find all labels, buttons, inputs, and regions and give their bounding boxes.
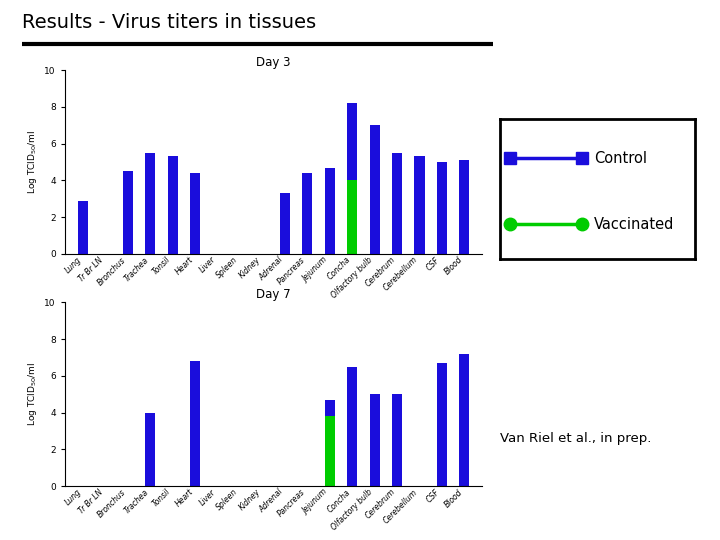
- Bar: [347, 103, 357, 254]
- Text: Control: Control: [594, 151, 647, 166]
- Bar: [78, 200, 88, 254]
- Bar: [437, 162, 447, 254]
- Y-axis label: Log TCID$_{50}$/ml: Log TCID$_{50}$/ml: [26, 362, 39, 427]
- Text: Van Riel et al., in prep.: Van Riel et al., in prep.: [500, 432, 652, 445]
- Title: Day 7: Day 7: [256, 288, 291, 301]
- Bar: [459, 160, 469, 254]
- Bar: [459, 354, 469, 486]
- Bar: [122, 171, 132, 254]
- Bar: [369, 125, 379, 254]
- Text: Vaccinated: Vaccinated: [594, 217, 674, 232]
- Bar: [168, 157, 178, 254]
- Bar: [145, 153, 156, 254]
- Bar: [392, 153, 402, 254]
- Bar: [190, 361, 200, 486]
- Bar: [325, 167, 335, 254]
- Bar: [347, 367, 357, 486]
- Bar: [190, 173, 200, 254]
- Y-axis label: Log TCID$_{50}$/ml: Log TCID$_{50}$/ml: [26, 130, 39, 194]
- Bar: [280, 193, 290, 254]
- Text: Results - Virus titers in tissues: Results - Virus titers in tissues: [22, 14, 316, 32]
- Bar: [302, 173, 312, 254]
- Title: Day 3: Day 3: [256, 56, 291, 69]
- Bar: [325, 400, 335, 486]
- Bar: [145, 413, 156, 486]
- Bar: [347, 180, 357, 254]
- Bar: [437, 363, 447, 486]
- Bar: [325, 416, 335, 486]
- Bar: [369, 394, 379, 486]
- Bar: [392, 394, 402, 486]
- Bar: [415, 157, 425, 254]
